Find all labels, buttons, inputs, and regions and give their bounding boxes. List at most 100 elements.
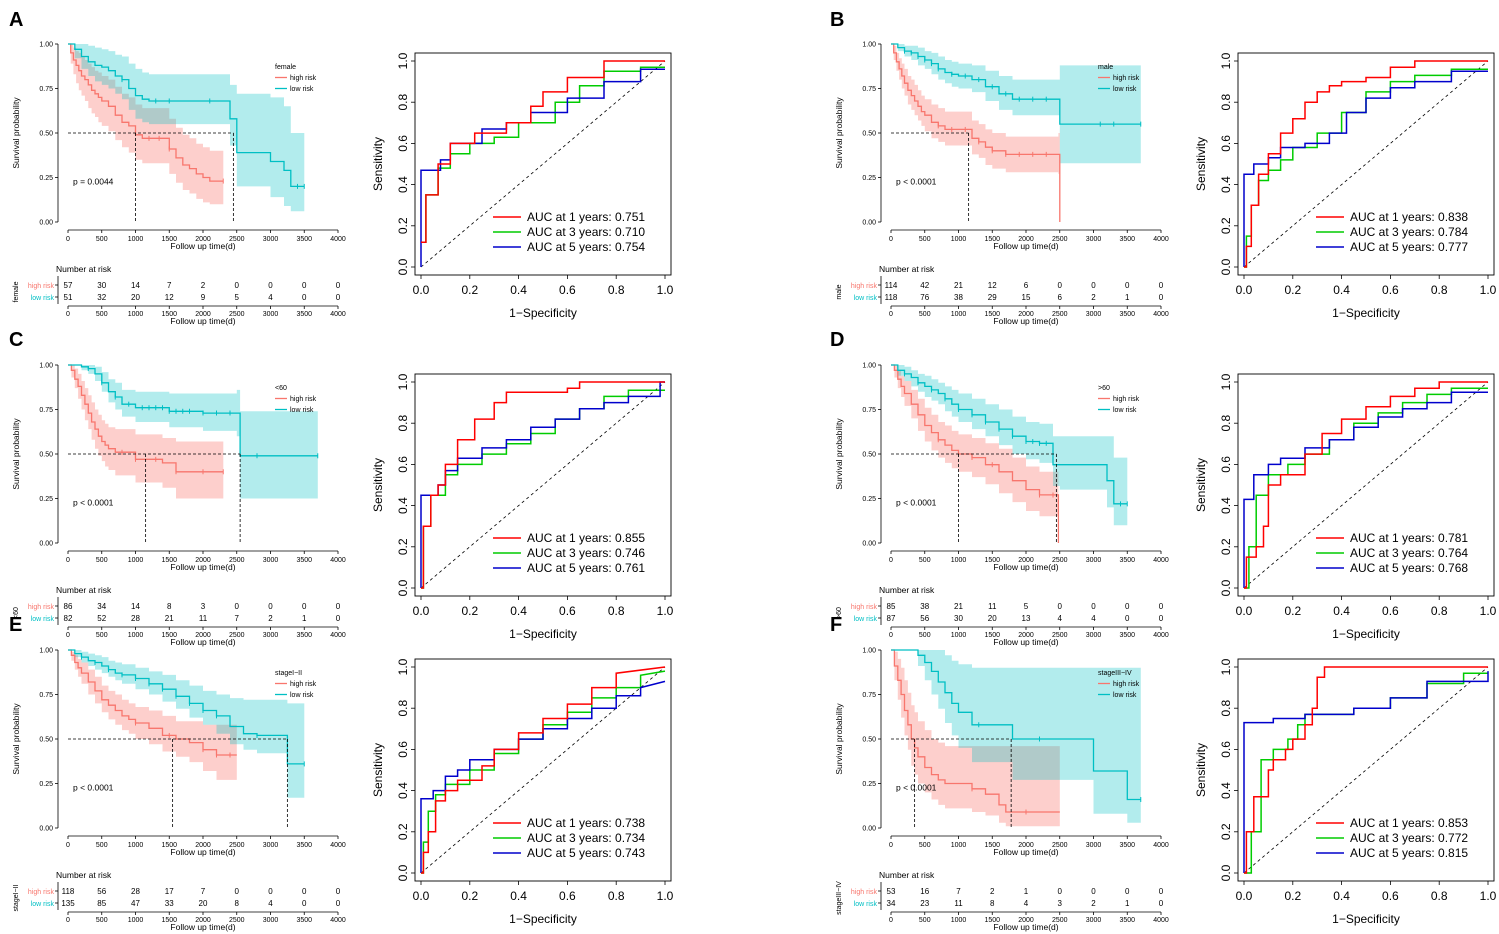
roc-y-tick-label: 0.8 [396,415,410,432]
risk-table-x-tick-label: 3500 [296,311,312,318]
risk-table-x-tick-label: 2000 [195,311,211,318]
auc3-legend-label: AUC at 3 years: 0.746 [527,546,645,560]
km-p-value: p < 0.0001 [73,498,114,508]
auc1-legend-label: AUC at 1 years: 0.853 [1350,816,1468,830]
roc-y-tick-label: 1.0 [1219,52,1233,69]
risk-count-high: 0 [302,602,307,611]
low-risk-legend-label: low risk [290,692,314,699]
risk-table-x-tick-label: 1500 [161,917,177,924]
roc-x-tick-label: 0.8 [1431,283,1448,297]
panel-label: D [830,329,844,351]
risk-count-high: 0 [235,602,240,611]
roc-y-tick-label: 0.4 [1219,176,1233,193]
risk-table-x-tick-label: 4000 [330,311,346,318]
km-x-tick-label: 1500 [161,557,177,564]
roc-x-tick-label: 0.0 [1236,889,1253,903]
km-x-tick-label: 500 [96,236,108,243]
risk-table-low-label: low risk [854,901,878,908]
risk-count-low: 20 [199,899,208,908]
km-x-tick-label: 500 [919,557,931,564]
risk-table-x-tick-label: 1500 [161,311,177,318]
auc1-legend-label: AUC at 1 years: 0.855 [527,531,645,545]
km-y-tick-label: 1.00 [39,648,53,655]
km-x-tick-label: 1500 [984,842,1000,849]
risk-table-x-tick-label: 500 [96,917,108,924]
risk-count-high: 0 [1058,281,1063,290]
risk-count-high: 21 [954,602,963,611]
risk-table-low-label: low risk [31,616,55,623]
risk-count-low: 56 [920,614,929,623]
km-y-tick-label: 0.25 [862,175,876,182]
km-y-tick-label: 0.50 [862,737,876,744]
high-risk-ci-band [891,650,1060,827]
km-y-tick-label: 0.75 [39,407,53,414]
panel-d: D0.000.250.500.751.000 500 1000 1500 2000 250… [830,329,1497,647]
low-risk-legend-label: low risk [1113,692,1137,699]
roc-plot-frame [1237,52,1495,276]
risk-table-x-tick-label: 4000 [1153,311,1169,318]
km-y-tick-label: 0.00 [39,826,53,833]
auc3-legend-label: AUC at 3 years: 0.734 [527,831,645,845]
risk-count-high: 86 [64,602,73,611]
high-risk-ci-band [68,650,237,780]
risk-table-x-tick-label: 3000 [1086,917,1102,924]
risk-table-x-tick-label: 0 [889,632,893,639]
auc3-legend-label: AUC at 3 years: 0.784 [1350,225,1468,239]
risk-count-high: 118 [62,887,75,896]
km-x-tick-label: 2000 [195,236,211,243]
roc-x-tick-label: 0.6 [1382,889,1399,903]
risk-count-low: 0 [1159,899,1164,908]
roc-x-axis-title: 1−Specificity [1332,912,1400,926]
risk-table-group-label: stageIII−IV [836,881,843,915]
roc-y-axis-title: Sensitivity [371,137,385,191]
risk-count-low: 118 [885,293,898,302]
roc-x-tick-label: 0.6 [559,889,576,903]
roc-y-tick-label: 0.0 [1219,579,1233,596]
km-x-tick-label: 2000 [1018,236,1034,243]
risk-count-low: 52 [97,614,106,623]
risk-table-x-tick-label: 2000 [1018,917,1034,924]
roc-x-tick-label: 0.4 [1333,889,1350,903]
risk-count-low: 13 [1022,614,1031,623]
km-y-axis-title: Survival probability [834,703,844,775]
risk-count-low: 12 [165,293,174,302]
roc-x-tick-label: 1.0 [1480,889,1497,903]
roc-x-tick-label: 1.0 [1480,604,1497,618]
high-risk-ci-band [68,365,224,499]
risk-count-low: 87 [887,614,896,623]
roc-y-axis-title: Sensitivity [1194,458,1208,512]
risk-count-high: 0 [1058,887,1063,896]
risk-count-high: 0 [1125,887,1130,896]
roc-x-axis-title: 1−Specificity [509,912,577,926]
auc5-roc-curve [1243,391,1488,588]
km-y-axis-title: Survival probability [11,418,21,490]
risk-table: Number at risk high risk low risk >60 85 38 21… [836,585,1169,647]
km-y-tick-label: 0.50 [862,452,876,459]
risk-count-high: 56 [97,887,106,896]
risk-count-high: 42 [920,281,929,290]
risk-count-low: 11 [199,614,208,623]
risk-table-x-tick-label: 2500 [229,311,245,318]
km-y-tick-label: 0.75 [862,407,876,414]
km-y-tick-label: 1.00 [862,363,876,370]
roc-x-tick-label: 0.2 [461,889,478,903]
km-x-tick-label: 0 [889,842,893,849]
roc-x-tick-label: 0.0 [413,283,430,297]
risk-count-low: 51 [64,293,73,302]
risk-count-low: 11 [954,899,963,908]
risk-table-low-label: low risk [854,616,878,623]
risk-table-x-tick-label: 2000 [195,632,211,639]
km-legend-title: female [275,64,296,71]
risk-table: Number at risk high risk low risk male 114 42… [836,264,1169,326]
risk-count-low: 2 [1091,899,1096,908]
risk-count-low: 28 [131,614,140,623]
roc-x-tick-label: 0.2 [1284,604,1301,618]
auc1-roc-curve [1244,60,1488,268]
risk-count-high: 0 [302,281,307,290]
risk-count-low: 76 [920,293,929,302]
km-y-tick-label: 0.25 [862,781,876,788]
km-y-tick-label: 0.00 [862,826,876,833]
risk-table-x-tick-label: 1000 [951,311,967,318]
panel-c: C0.000.250.500.751.000 500 1000 1500 2000 250… [9,329,674,647]
km-x-tick-label: 2500 [1052,557,1068,564]
